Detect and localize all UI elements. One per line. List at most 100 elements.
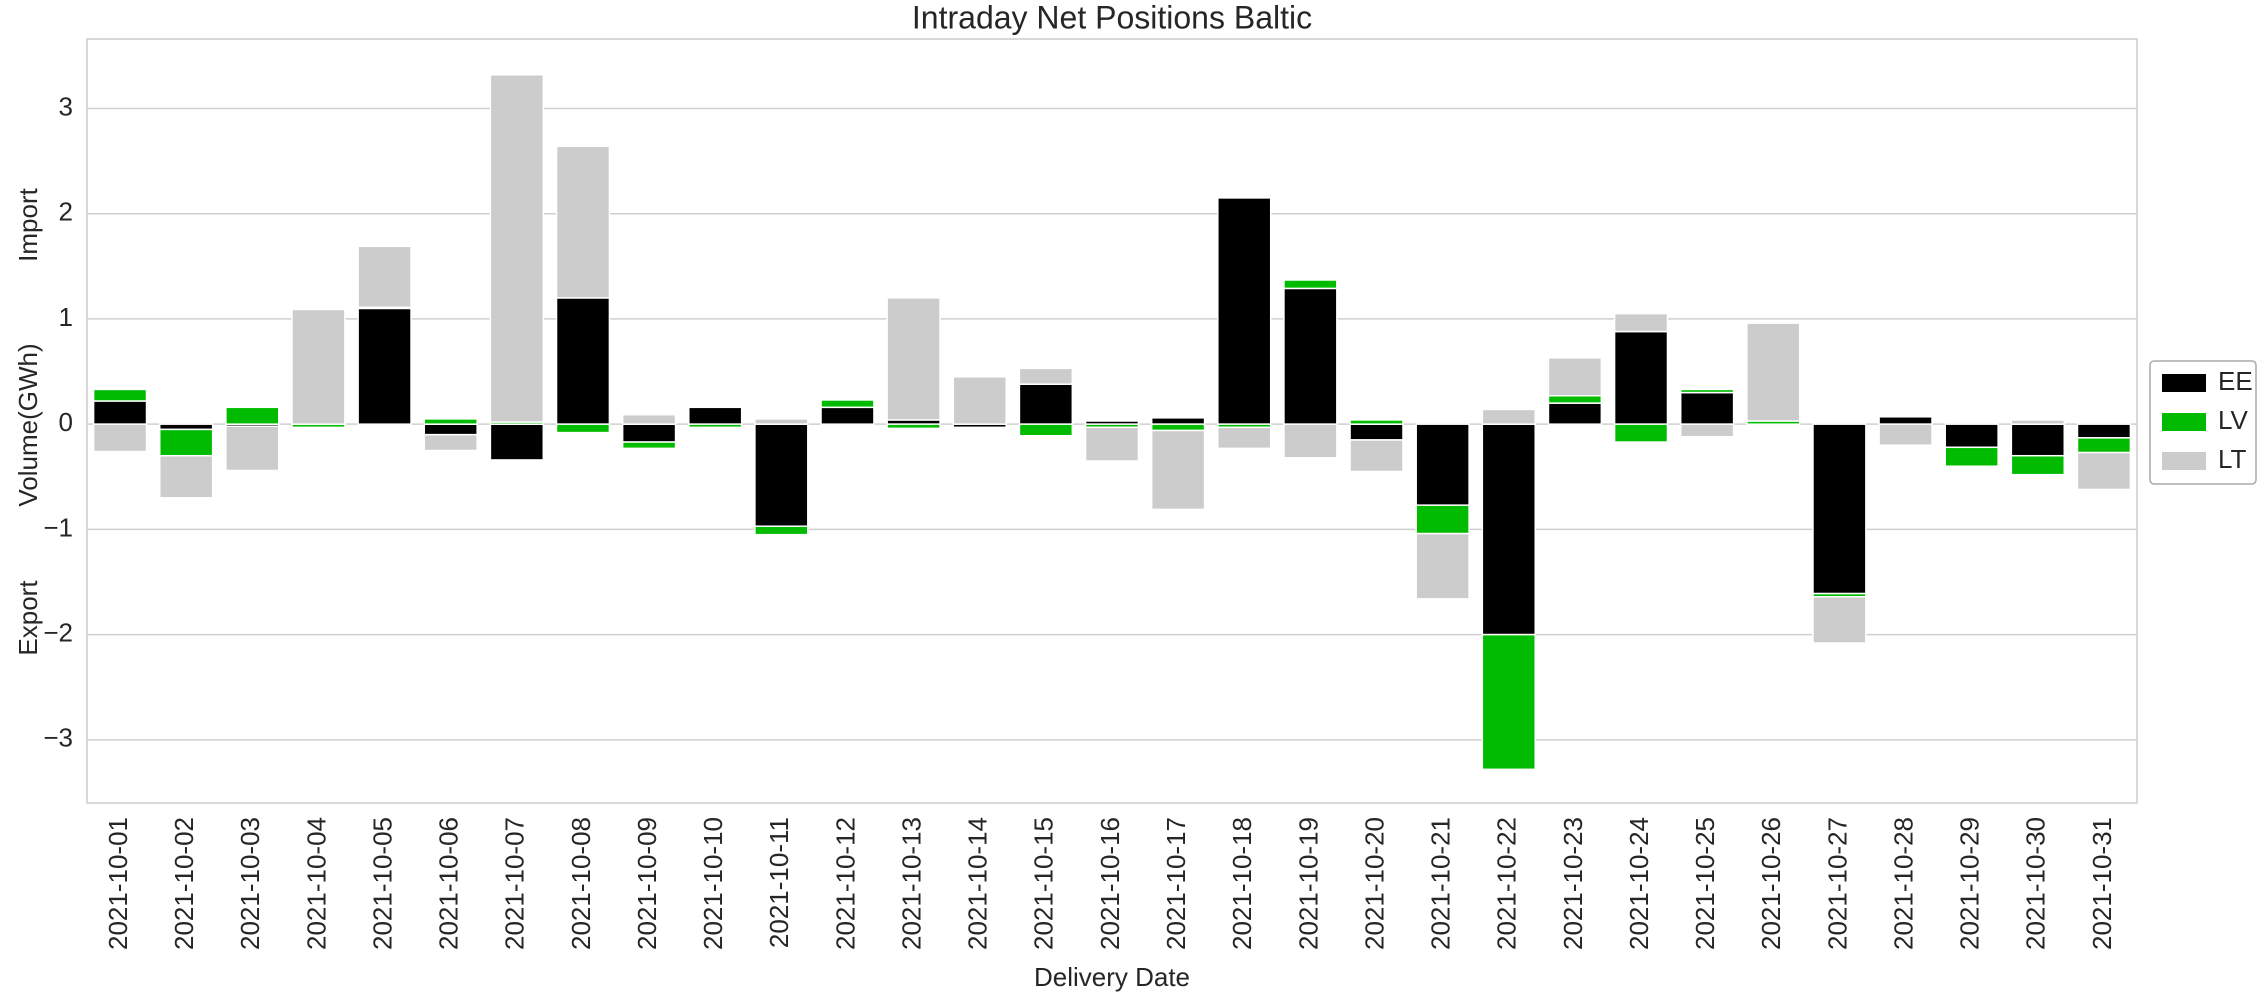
bar-segment bbox=[489, 74, 545, 423]
y-axis-label: Volume(GWh) bbox=[13, 343, 43, 506]
annotation: Export bbox=[13, 580, 43, 656]
bar-segment bbox=[1481, 423, 1536, 636]
bar-segment bbox=[1283, 423, 1338, 459]
bar-segment bbox=[1878, 416, 1933, 425]
bar-segment bbox=[1217, 426, 1272, 450]
bar-segment bbox=[1812, 423, 1867, 595]
x-tick-label: 2021-10-29 bbox=[1955, 817, 1985, 950]
bar-segment bbox=[1415, 532, 1470, 600]
bar-segment bbox=[621, 441, 677, 450]
bar-segment bbox=[1217, 197, 1272, 425]
bar-segment bbox=[2076, 423, 2132, 439]
y-tick-label: 1 bbox=[59, 302, 73, 332]
bar-segment bbox=[1018, 383, 1074, 425]
legend-label: EE bbox=[2218, 366, 2253, 396]
bar-segment bbox=[820, 406, 875, 425]
x-tick-label: 2021-10-18 bbox=[1227, 817, 1257, 950]
x-tick-label: 2021-10-31 bbox=[2087, 817, 2117, 950]
bar-segment bbox=[357, 245, 412, 309]
bar-segment bbox=[1944, 446, 1999, 468]
legend-swatch bbox=[2162, 374, 2206, 392]
bar-segment bbox=[1547, 357, 1603, 397]
y-tick-label: −3 bbox=[43, 723, 73, 753]
bar-segment bbox=[92, 388, 148, 402]
bar-segment bbox=[820, 399, 875, 409]
x-tick-label: 2021-10-07 bbox=[500, 817, 530, 950]
bar-segment bbox=[1679, 391, 1735, 425]
bar-segment bbox=[2010, 454, 2066, 476]
bar-segment bbox=[92, 423, 148, 453]
bar-segment bbox=[886, 297, 941, 421]
x-tick-label: 2021-10-23 bbox=[1558, 817, 1588, 950]
bar-segment bbox=[754, 525, 809, 536]
x-tick-label: 2021-10-11 bbox=[764, 817, 794, 948]
bar-segment bbox=[158, 428, 214, 457]
bar-segment bbox=[1349, 439, 1404, 473]
bar-segment bbox=[2010, 423, 2066, 457]
bar-segment bbox=[688, 423, 743, 429]
bar-segment bbox=[1613, 330, 1669, 425]
bar-segment bbox=[1283, 279, 1338, 290]
bar-segment bbox=[1812, 595, 1867, 644]
bar-segment bbox=[1547, 394, 1603, 404]
y-tick-label: −1 bbox=[43, 512, 73, 542]
x-tick-label: 2021-10-25 bbox=[1690, 817, 1720, 950]
bar-segment bbox=[754, 423, 809, 527]
bar-segment bbox=[621, 413, 677, 425]
x-tick-label: 2021-10-01 bbox=[103, 817, 133, 950]
x-tick-label: 2021-10-03 bbox=[235, 817, 265, 950]
x-tick-label: 2021-10-28 bbox=[1888, 817, 1918, 950]
x-tick-label: 2021-10-04 bbox=[301, 817, 331, 950]
legend-swatch bbox=[2162, 452, 2206, 470]
bar-segment bbox=[555, 145, 611, 299]
x-tick-label: 2021-10-19 bbox=[1293, 817, 1323, 950]
x-tick-label: 2021-10-15 bbox=[1029, 817, 1059, 950]
bar-segment bbox=[1679, 423, 1735, 438]
bar-segment bbox=[1150, 429, 1206, 511]
y-tick-label: 3 bbox=[59, 91, 73, 121]
bar-segment bbox=[1746, 322, 1801, 422]
bar-segment bbox=[1150, 423, 1206, 432]
bar-segment bbox=[1415, 423, 1470, 506]
bar-segment bbox=[357, 307, 412, 425]
x-tick-label: 2021-10-24 bbox=[1624, 817, 1654, 950]
x-tick-label: 2021-10-09 bbox=[632, 817, 662, 950]
x-tick-label: 2021-10-16 bbox=[1095, 817, 1125, 950]
bar-segment bbox=[2010, 419, 2066, 425]
x-tick-label: 2021-10-22 bbox=[1492, 817, 1522, 950]
bar-segment bbox=[1018, 367, 1074, 385]
bar-segment bbox=[1349, 419, 1404, 425]
bar-segment bbox=[1018, 423, 1074, 437]
x-tick-label: 2021-10-10 bbox=[698, 817, 728, 950]
x-axis-label: Delivery Date bbox=[1034, 962, 1190, 992]
y-tick-label: 0 bbox=[59, 407, 73, 437]
x-tick-label: 2021-10-05 bbox=[367, 817, 397, 950]
bar-segment bbox=[754, 418, 809, 425]
bar-segment bbox=[225, 425, 280, 472]
bar-segment bbox=[952, 376, 1007, 425]
bar-segment bbox=[1613, 423, 1669, 443]
bar-segment bbox=[2076, 451, 2132, 491]
bar-segment bbox=[1481, 408, 1536, 425]
legend-swatch bbox=[2162, 413, 2206, 431]
x-tick-label: 2021-10-20 bbox=[1359, 817, 1389, 950]
legend-label: LV bbox=[2218, 405, 2249, 435]
x-tick-label: 2021-10-21 bbox=[1426, 817, 1456, 950]
bar-segment bbox=[1613, 312, 1669, 333]
bar-segment bbox=[1878, 423, 1933, 446]
bar-segment bbox=[1547, 402, 1603, 425]
chart-title: Intraday Net Positions Baltic bbox=[912, 0, 1312, 35]
bar-segment bbox=[1415, 504, 1470, 535]
bar-segment bbox=[1084, 426, 1140, 462]
bar-segment bbox=[291, 308, 346, 425]
x-tick-label: 2021-10-06 bbox=[434, 817, 464, 950]
x-tick-label: 2021-10-13 bbox=[896, 817, 926, 950]
bar-segment bbox=[423, 418, 478, 425]
y-tick-label: −2 bbox=[43, 618, 73, 648]
bar-segment bbox=[158, 454, 214, 499]
annotation: Import bbox=[13, 187, 43, 261]
bar-segment bbox=[1679, 388, 1735, 394]
bar-segment bbox=[688, 406, 743, 425]
bar-segment bbox=[423, 433, 478, 452]
bar-segment bbox=[225, 406, 280, 425]
